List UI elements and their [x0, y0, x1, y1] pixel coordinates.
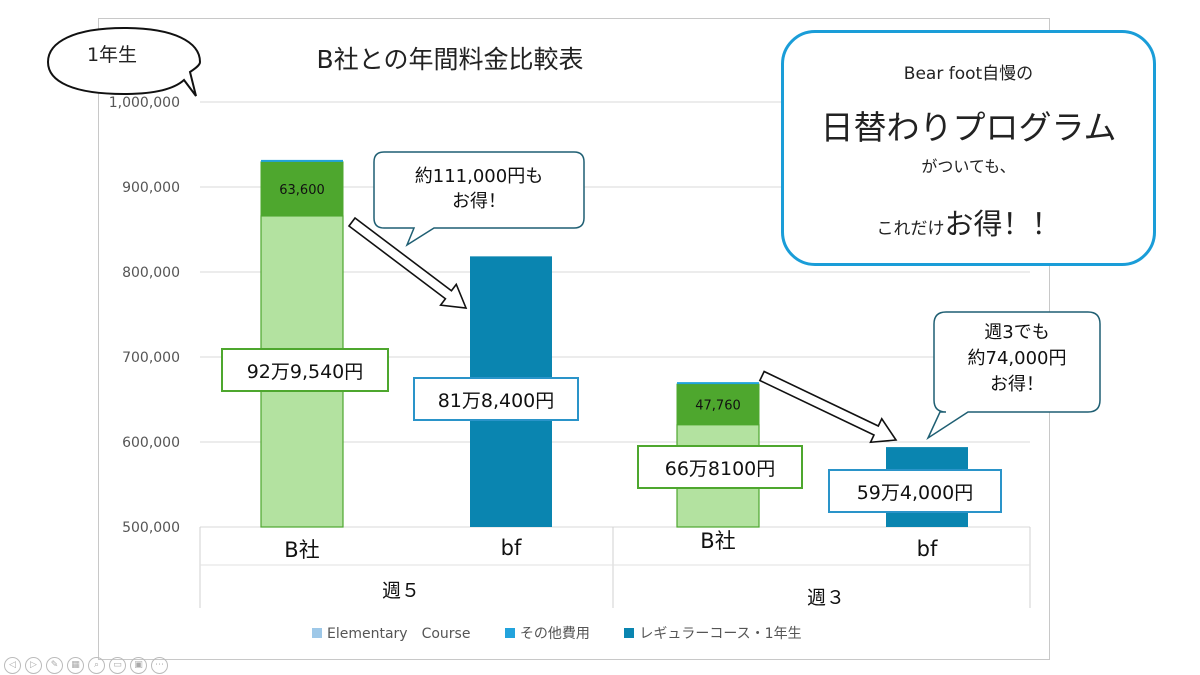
bar-segment-label: 63,600	[279, 183, 325, 198]
subtitles-icon[interactable]: ▭	[109, 657, 126, 674]
bar-total-label-box	[221, 348, 389, 392]
callout-text: 約111,000円も	[415, 166, 543, 187]
slide-nav-toolbar: ◁ ▷ ✎ ▦ ⌕ ▭ ▣ ⋯	[4, 652, 172, 674]
legend-item-3: レギュラーコース・1年生	[624, 623, 802, 643]
grade-bubble	[46, 26, 202, 97]
bar-total-label-box	[828, 469, 1002, 513]
x-category-label: bf	[501, 536, 522, 560]
promo-line1: Bear foot自慢の	[903, 64, 1034, 84]
bar-total-label: 59万4,000円	[857, 482, 974, 504]
legend-label-1: Elementary Course	[327, 626, 471, 642]
y-tick-label: 700,000	[122, 350, 180, 366]
legend-label-3: レギュラーコース・1年生	[639, 626, 802, 642]
screen-icon[interactable]: ▣	[130, 657, 147, 674]
promo-box: Bear foot自慢の 日替わりプログラム がついても、 これだけお得！！	[781, 30, 1156, 266]
legend-swatch-1	[312, 628, 322, 638]
legend-label-2: その他費用	[519, 626, 590, 642]
x-category-label: bf	[917, 537, 938, 561]
legend: Elementary Course その他費用 レギュラーコース・1年生	[312, 623, 832, 643]
x-group-label: 週５	[382, 580, 420, 602]
legend-item-1: Elementary Course	[312, 623, 470, 643]
bar-thin-segment	[677, 382, 759, 385]
bar-top-segment	[676, 383, 760, 426]
y-tick-label: 1,000,000	[109, 95, 180, 111]
promo-line4-big: お得！！	[944, 207, 1061, 241]
zoom-icon[interactable]: ⌕	[88, 657, 105, 674]
slides-icon[interactable]: ▦	[67, 657, 84, 674]
chart-title: B社との年間料金比較表	[316, 45, 584, 74]
y-tick-label: 800,000	[122, 265, 180, 281]
promo-line3: がついても、	[921, 157, 1016, 176]
legend-swatch-3	[624, 628, 635, 638]
more-icon[interactable]: ⋯	[151, 657, 168, 674]
pen-icon[interactable]: ✎	[46, 657, 63, 674]
prev-slide-icon[interactable]: ◁	[4, 657, 21, 674]
y-tick-label: 500,000	[122, 520, 180, 536]
callout-text: お得！	[990, 374, 1044, 395]
callout-text: 約74,000円	[968, 348, 1067, 369]
bar-total-label-box	[637, 445, 803, 489]
next-slide-icon[interactable]: ▷	[25, 657, 42, 674]
y-tick-label: 600,000	[122, 435, 180, 451]
promo-line4-small: これだけ	[876, 219, 945, 239]
savings-callout-2	[926, 311, 1101, 441]
savings-arrow	[347, 216, 468, 309]
x-category-label: B社	[284, 538, 319, 562]
x-category-label: B社	[700, 529, 735, 553]
savings-arrow	[758, 370, 898, 444]
bar-top-segment	[260, 161, 344, 217]
grade-label: 1年生	[86, 44, 138, 66]
bar-total-label: 66万8100円	[665, 458, 776, 480]
x-group-label: 週３	[807, 587, 845, 609]
promo-line4: これだけお得！！	[784, 201, 1153, 243]
bar-total-label: 81万8,400円	[438, 390, 555, 412]
legend-item-2: その他費用	[504, 623, 590, 643]
promo-line2: 日替わりプログラム	[820, 108, 1117, 147]
callout-text: 週3でも	[984, 322, 1049, 343]
callout-text: お得！	[452, 191, 506, 212]
y-tick-label: 900,000	[122, 180, 180, 196]
bar-total-label: 92万9,540円	[247, 361, 364, 383]
bar-total-label-box	[413, 377, 579, 421]
legend-swatch-2	[504, 628, 515, 638]
bar-thin-segment	[261, 159, 343, 162]
savings-callout-1	[373, 151, 585, 247]
bar-segment-label: 47,760	[695, 398, 741, 413]
